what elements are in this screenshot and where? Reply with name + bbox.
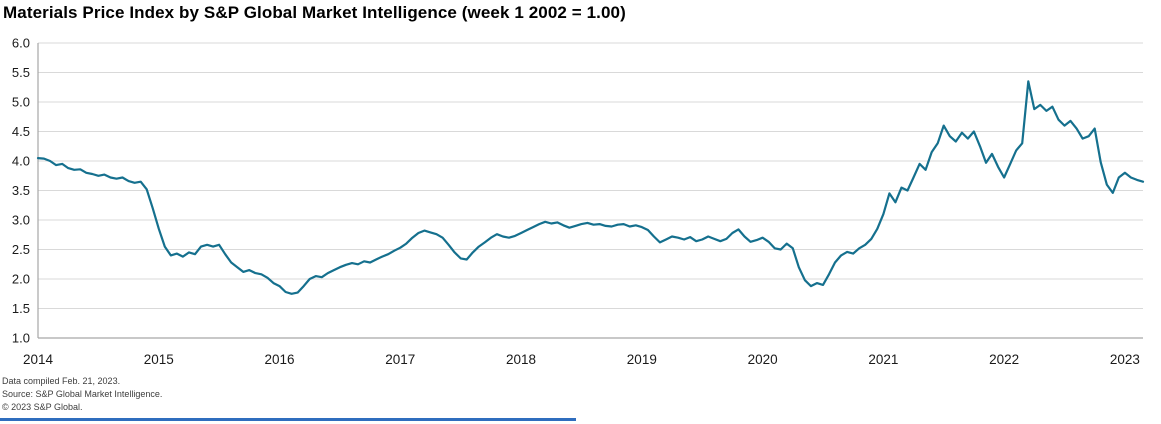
x-axis-tick-label: 2019 xyxy=(627,352,657,367)
y-axis-tick-label: 5.0 xyxy=(12,95,30,110)
source-note: Source: S&P Global Market Intelligence. xyxy=(2,389,163,399)
x-axis-tick-label: 2015 xyxy=(144,352,174,367)
y-axis-tick-label: 5.5 xyxy=(12,65,30,80)
y-axis-tick-label: 4.5 xyxy=(12,124,30,139)
y-axis-tick-label: 2.5 xyxy=(12,242,30,257)
footer-accent-bar xyxy=(0,418,576,421)
y-axis-tick-label: 3.0 xyxy=(12,213,30,228)
y-axis-tick-label: 3.5 xyxy=(12,183,30,198)
price-index-line xyxy=(36,80,1145,295)
x-axis-tick-label: 2023 xyxy=(1110,352,1140,367)
y-axis-tick-label: 1.0 xyxy=(12,331,30,346)
x-axis-tick-label: 2021 xyxy=(868,352,898,367)
y-axis-tick-label: 1.5 xyxy=(12,301,30,316)
chart-footnotes: Data compiled Feb. 21, 2023. Source: S&P… xyxy=(2,375,162,414)
x-axis-tick-label: 2022 xyxy=(989,352,1019,367)
y-axis-tick-label: 6.0 xyxy=(12,36,30,51)
data-compiled-note: Data compiled Feb. 21, 2023. xyxy=(2,376,121,386)
copyright-note: © 2023 S&P Global. xyxy=(2,402,83,412)
x-axis-tick-label: 2020 xyxy=(748,352,778,367)
x-axis-tick-label: 2017 xyxy=(385,352,415,367)
y-axis-tick-label: 2.0 xyxy=(12,272,30,287)
x-axis-tick-label: 2016 xyxy=(265,352,295,367)
x-axis-tick-label: 2014 xyxy=(23,352,54,367)
y-axis-tick-label: 4.0 xyxy=(12,154,30,169)
x-axis-tick-label: 2018 xyxy=(506,352,536,367)
chart-title: Materials Price Index by S&P Global Mark… xyxy=(3,3,626,22)
